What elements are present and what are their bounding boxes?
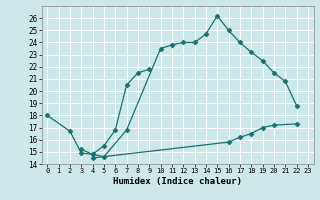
X-axis label: Humidex (Indice chaleur): Humidex (Indice chaleur) — [113, 177, 242, 186]
